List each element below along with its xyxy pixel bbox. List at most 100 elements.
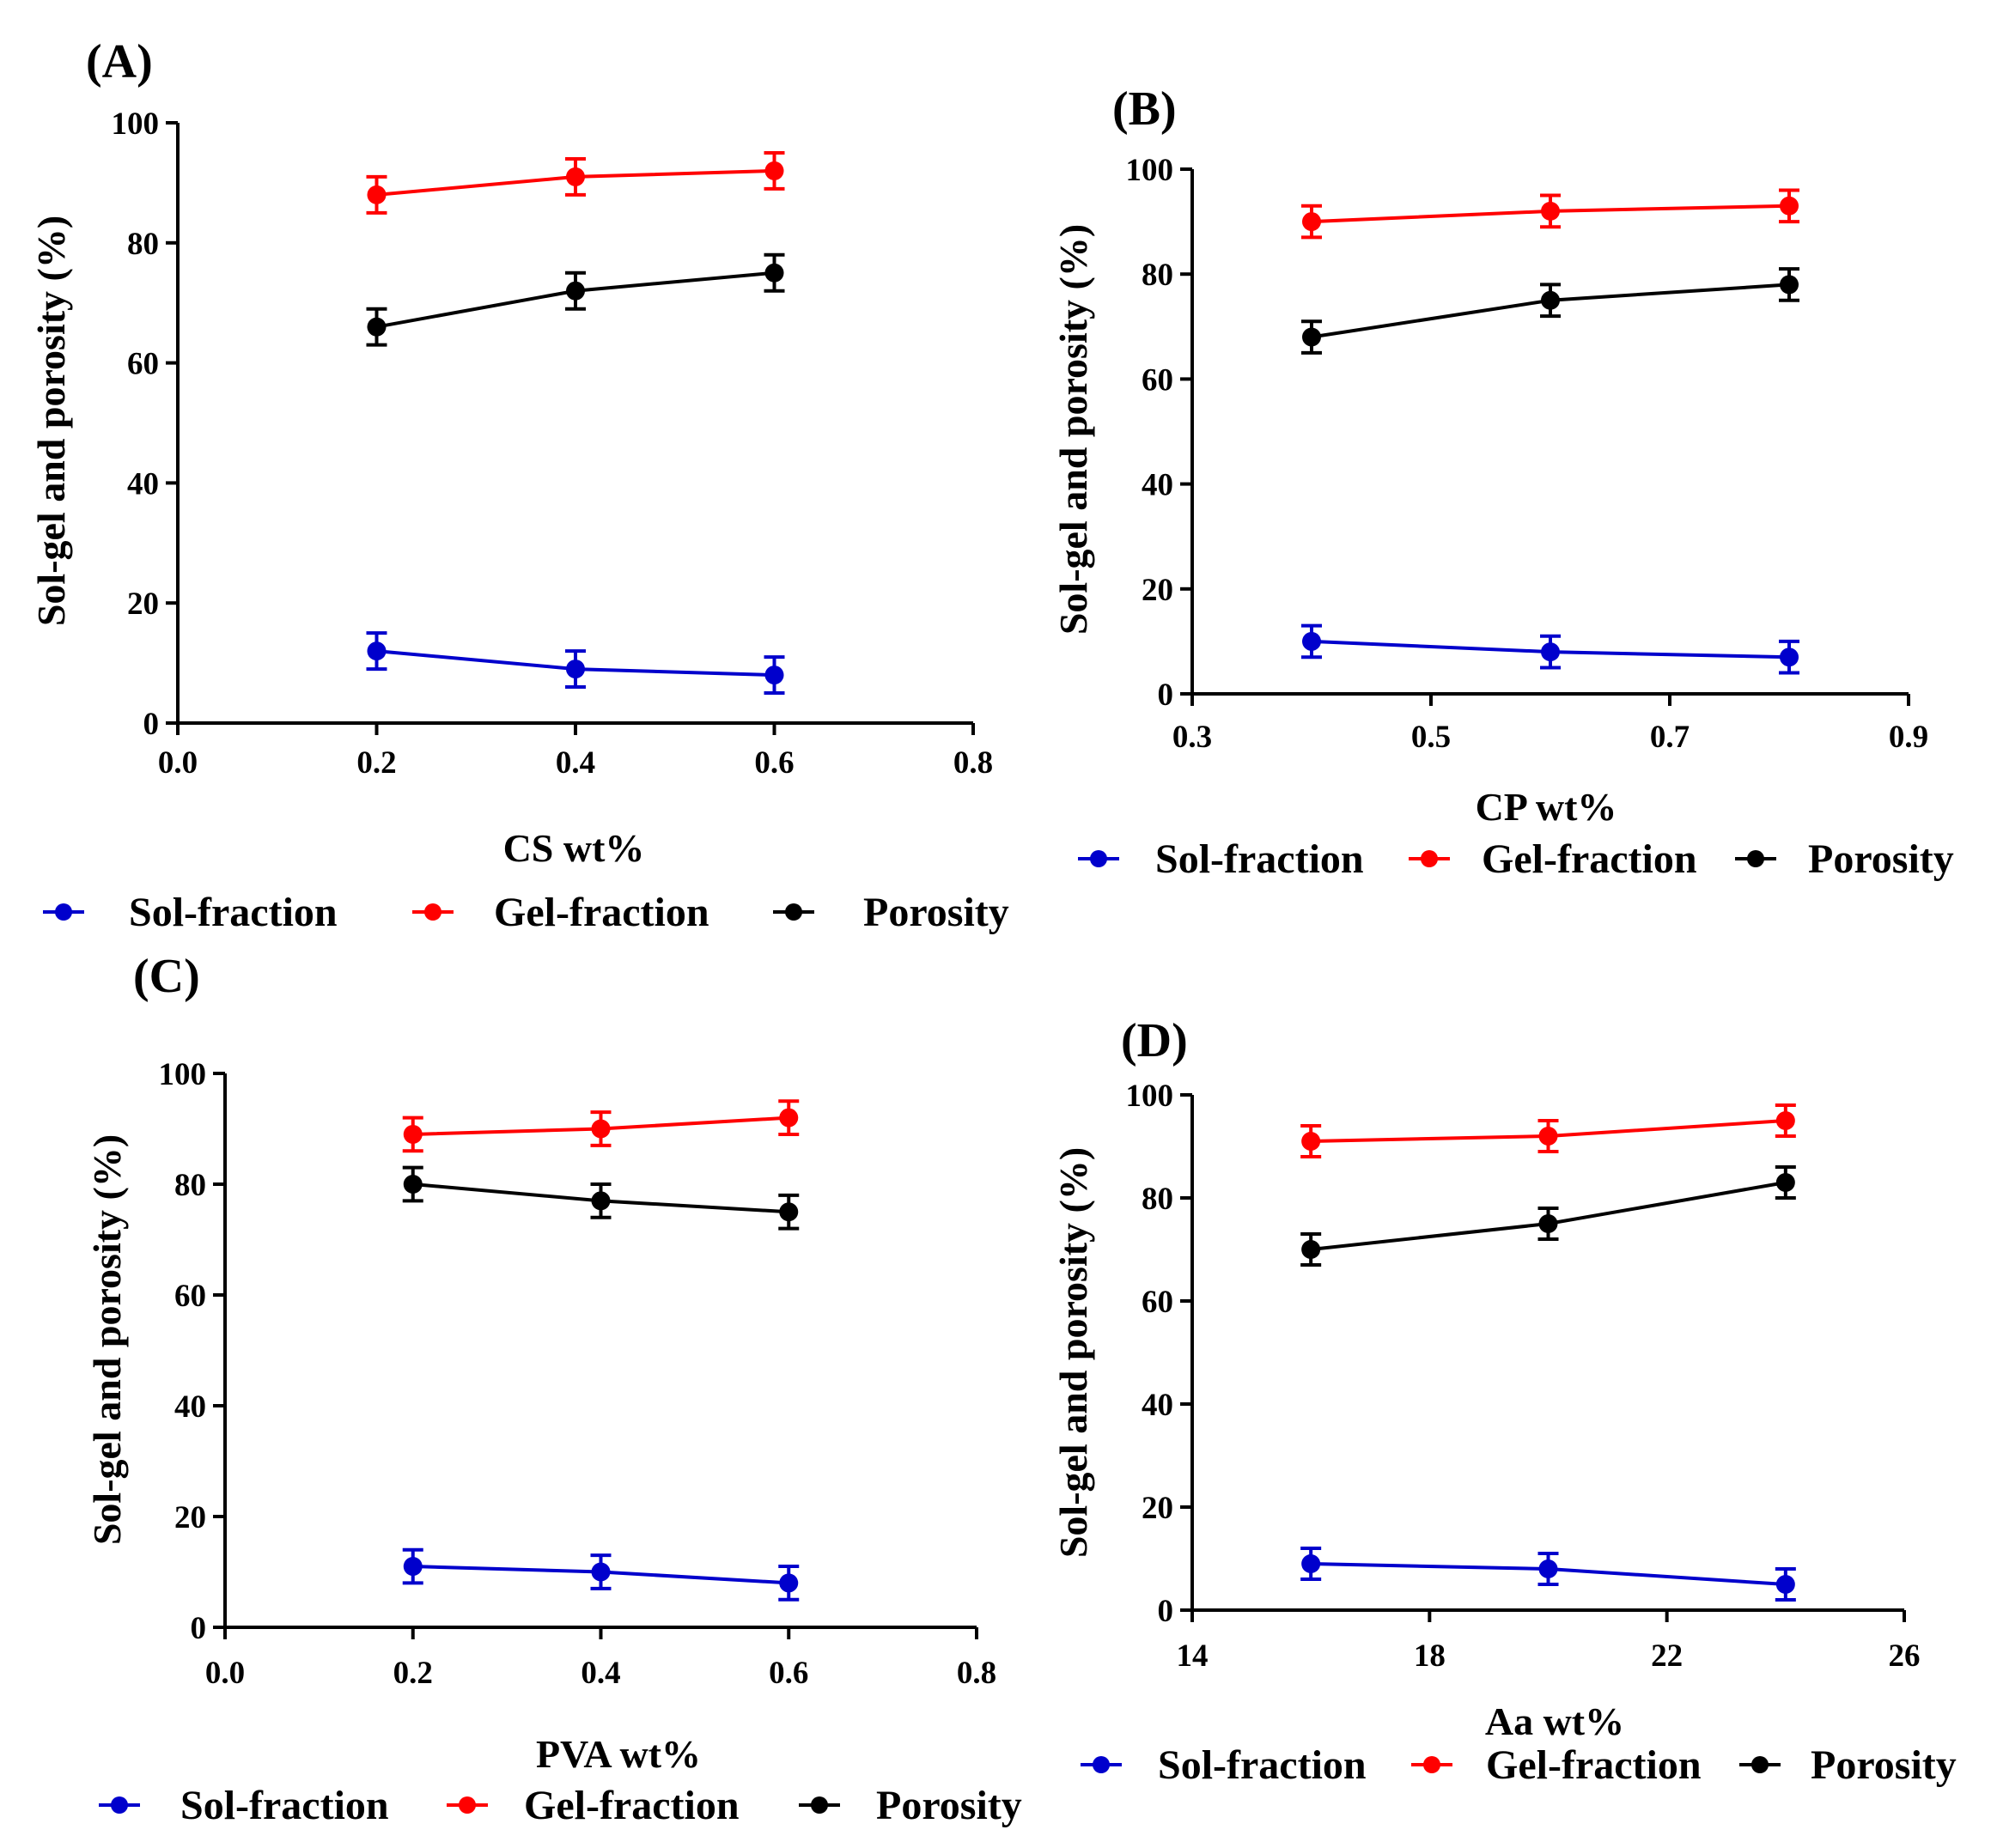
panel-a-porosity-point xyxy=(367,317,387,337)
panel-c-y-tick-label: 0 xyxy=(191,1611,207,1646)
panel-c-x-tick-label: 0.4 xyxy=(581,1656,620,1691)
panel-d: (D) Sol-gel and porosity (%) Aa wt% 0 20 4… xyxy=(1051,1014,1957,1788)
panel-d-porosity-point xyxy=(1538,1214,1558,1233)
panel-a-legend-gel-fraction-marker xyxy=(424,903,441,921)
panel-d-legend-sol-fraction-label: Sol-fraction xyxy=(1158,1742,1367,1788)
panel-a-y-tick-label: 60 xyxy=(127,347,159,382)
panel-b-sol-fraction-point xyxy=(1780,647,1799,667)
panel-b-y-tick-label: 20 xyxy=(1142,573,1173,608)
panel-c-x-axis-label: PVA wt% xyxy=(536,1732,701,1776)
panel-d-gel-fraction-point xyxy=(1301,1132,1321,1151)
panel-c-gel-fraction-point xyxy=(779,1108,799,1128)
panel-c-gel-fraction-point xyxy=(403,1124,423,1144)
panel-b: (B) Sol-gel and porosity (%) CP wt% 0 20 4… xyxy=(1051,82,1954,882)
panel-c-y-axis-label: Sol-gel and porosity (%) xyxy=(85,1134,129,1545)
panel-a-legend-sol-fraction-label: Sol-fraction xyxy=(129,890,338,935)
panel-d-legend-porosity-marker xyxy=(1751,1756,1769,1773)
panel-d-legend-porosity-label: Porosity xyxy=(1811,1742,1957,1788)
panel-d-y-axis-label: Sol-gel and porosity (%) xyxy=(1051,1147,1095,1558)
panel-b-legend-porosity-label: Porosity xyxy=(1808,836,1954,882)
panel-b-x-tick-label: 0.5 xyxy=(1411,720,1451,755)
panel-a-legend-gel-fraction-label: Gel-fraction xyxy=(494,890,709,935)
panel-d-y-tick-label: 100 xyxy=(1126,1079,1174,1114)
panel-d-legend-gel-fraction-label: Gel-fraction xyxy=(1486,1742,1702,1788)
panel-a-x-tick-label: 0.2 xyxy=(356,745,396,781)
panel-a-x-tick-label: 0.6 xyxy=(754,745,794,781)
panel-c-x-tick-label: 0.6 xyxy=(769,1656,808,1691)
panel-b-x-axis-label: CP wt% xyxy=(1476,785,1617,829)
panel-d-y-tick-label: 20 xyxy=(1142,1491,1173,1526)
panel-d-x-tick-label: 26 xyxy=(1889,1638,1921,1674)
panel-b-porosity-point xyxy=(1302,327,1321,347)
panel-a-sol-fraction-point xyxy=(764,666,784,685)
panel-d-porosity-point xyxy=(1775,1173,1795,1192)
panel-b-y-tick-label: 40 xyxy=(1142,468,1173,503)
panel-b-sol-fraction-point xyxy=(1541,642,1560,662)
panel-b-legend-gel-fraction-marker xyxy=(1421,850,1438,867)
panel-c: (C) Sol-gel and porosity (%) PVA wt% 0 20… xyxy=(85,950,1022,1828)
panel-b-x-tick-label: 0.3 xyxy=(1172,720,1212,755)
panel-c-legend-sol-fraction-label: Sol-fraction xyxy=(180,1783,389,1828)
panel-a-y-axis-label: Sol-gel and porosity (%) xyxy=(29,216,73,626)
panel-d-x-tick-label: 22 xyxy=(1651,1638,1683,1674)
panel-a-porosity-point xyxy=(764,263,784,283)
panel-b-x-tick-label: 0.9 xyxy=(1889,720,1928,755)
panel-a-y-tick-label: 0 xyxy=(143,707,160,742)
panel-c-y-tick-label: 80 xyxy=(174,1168,206,1203)
panel-b-y-axis-label: Sol-gel and porosity (%) xyxy=(1051,224,1095,635)
panel-c-y-tick-label: 100 xyxy=(159,1057,207,1092)
panel-d-sol-fraction-point xyxy=(1538,1559,1558,1578)
panel-d-gel-fraction-point xyxy=(1775,1111,1795,1130)
panel-b-gel-fraction-point xyxy=(1541,201,1560,221)
panel-a-gel-fraction-point xyxy=(367,185,387,204)
panel-b-y-tick-label: 100 xyxy=(1126,153,1174,188)
panel-d-y-tick-label: 40 xyxy=(1142,1388,1173,1423)
panel-c-porosity-point xyxy=(403,1175,423,1194)
panel-d-x-tick-label: 18 xyxy=(1414,1638,1446,1674)
panel-b-porosity-point xyxy=(1780,275,1799,295)
panel-a-label: (A) xyxy=(86,35,153,88)
panel-a-porosity-point xyxy=(566,281,585,301)
panel-b-legend-gel-fraction-label: Gel-fraction xyxy=(1482,836,1697,882)
panel-c-legend-sol-fraction-marker xyxy=(111,1796,128,1814)
panel-c-label: (C) xyxy=(133,950,200,1003)
panel-a-legend-porosity-marker xyxy=(785,903,802,921)
panel-d-x-tick-label: 14 xyxy=(1177,1638,1209,1674)
panel-d-sol-fraction-point xyxy=(1775,1575,1795,1594)
panel-d-porosity-point xyxy=(1301,1240,1321,1259)
panel-a-x-tick-label: 0.4 xyxy=(556,745,595,781)
panel-a-gel-fraction-point xyxy=(764,161,784,180)
panel-b-legend-sol-fraction-label: Sol-fraction xyxy=(1155,836,1364,882)
panel-c-sol-fraction-point xyxy=(779,1573,799,1593)
panel-a: (A) Sol-gel and porosity (%) CS wt% 0 20 4… xyxy=(29,35,1009,935)
panel-b-legend-porosity-marker xyxy=(1747,850,1764,867)
panel-b-gel-fraction-point xyxy=(1780,196,1799,216)
panel-a-gel-fraction-point xyxy=(566,167,585,186)
panel-a-legend-porosity-label: Porosity xyxy=(863,890,1009,935)
panel-a-sol-fraction-point xyxy=(367,641,387,661)
panel-c-legend-porosity-marker xyxy=(811,1796,828,1814)
panel-d-y-tick-label: 60 xyxy=(1142,1285,1173,1320)
panel-c-y-tick-label: 40 xyxy=(174,1389,206,1425)
panel-a-x-axis-label: CS wt% xyxy=(503,826,645,870)
panel-d-legend-gel-fraction-marker xyxy=(1423,1756,1440,1773)
panel-c-x-tick-label: 0.2 xyxy=(393,1656,433,1691)
panel-c-gel-fraction-point xyxy=(591,1119,611,1139)
panel-c-porosity-point xyxy=(779,1202,799,1222)
panel-b-y-tick-label: 80 xyxy=(1142,258,1173,293)
panel-a-y-tick-label: 40 xyxy=(127,466,159,502)
panel-c-legend-gel-fraction-label: Gel-fraction xyxy=(524,1783,740,1828)
panel-a-x-tick-label: 0.0 xyxy=(158,745,198,781)
panel-c-y-tick-label: 20 xyxy=(174,1500,206,1535)
panel-a-x-tick-label: 0.8 xyxy=(953,745,993,781)
panel-c-x-tick-label: 0.8 xyxy=(957,1656,996,1691)
panel-d-sol-fraction-point xyxy=(1301,1554,1321,1573)
panel-d-x-axis-label: Aa wt% xyxy=(1485,1699,1624,1743)
panel-b-legend-sol-fraction-marker xyxy=(1090,850,1107,867)
panel-c-x-tick-label: 0.0 xyxy=(205,1656,245,1691)
panel-b-porosity-point xyxy=(1541,290,1560,310)
panel-a-y-tick-label: 80 xyxy=(127,227,159,262)
panel-d-gel-fraction-point xyxy=(1538,1127,1558,1146)
panel-b-gel-fraction-point xyxy=(1302,212,1321,232)
